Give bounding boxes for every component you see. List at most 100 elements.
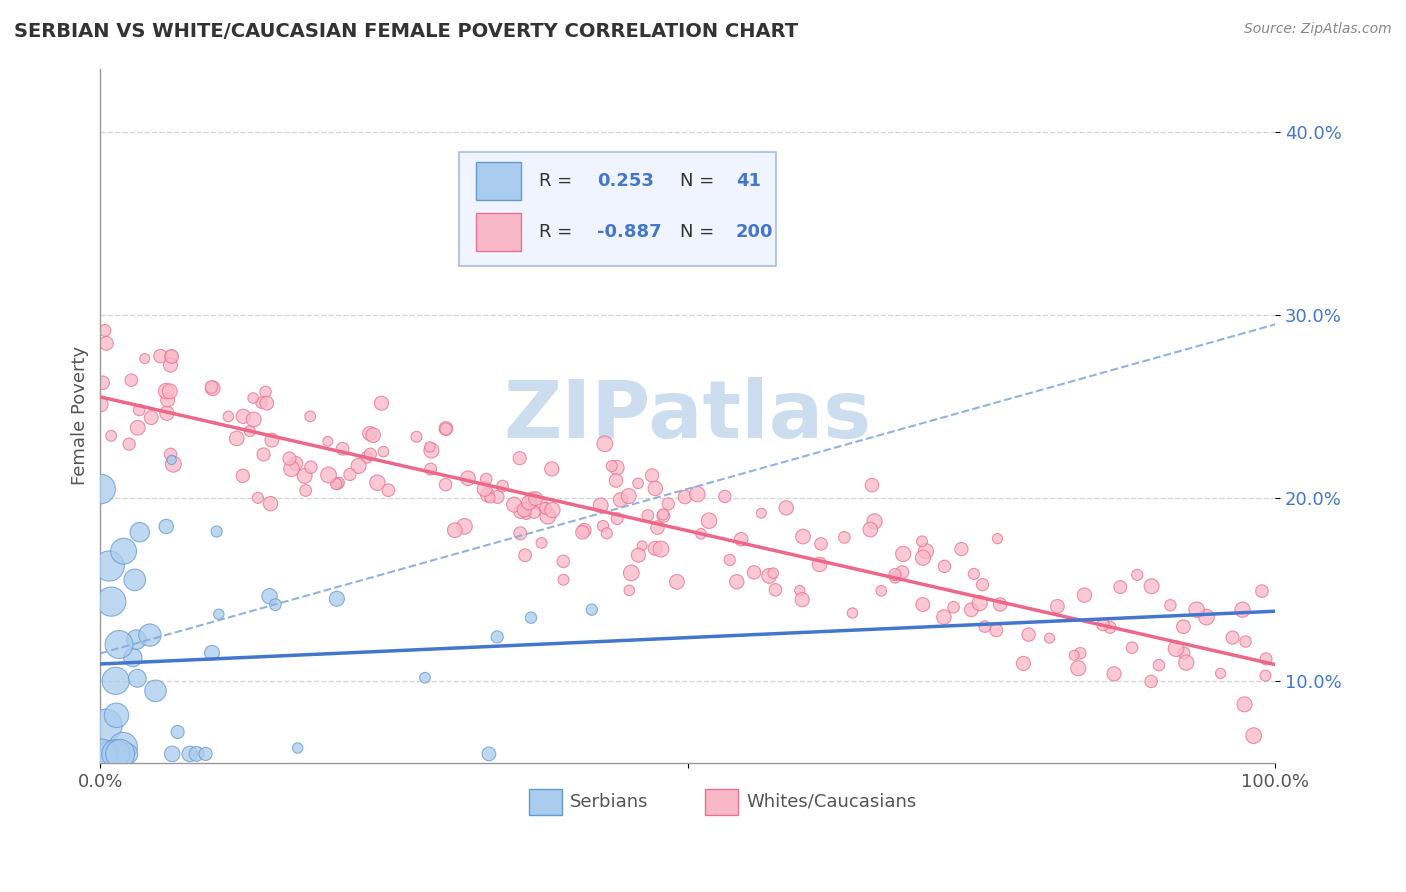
Point	[252, 447, 274, 461]
Point	[457, 471, 479, 485]
Point	[242, 391, 264, 405]
Point	[1254, 652, 1277, 666]
Point	[373, 444, 395, 458]
Point	[686, 487, 709, 501]
Text: 200: 200	[735, 223, 773, 241]
Text: ZIPatlas: ZIPatlas	[503, 376, 872, 455]
Point	[475, 472, 498, 486]
Point	[911, 534, 934, 549]
Point	[232, 409, 254, 424]
Point	[370, 396, 392, 410]
Point	[631, 539, 654, 553]
Point	[1232, 602, 1254, 616]
Point	[419, 440, 441, 454]
Point	[299, 460, 322, 475]
Point	[160, 747, 183, 761]
Point	[810, 537, 832, 551]
Point	[1185, 602, 1208, 616]
Point	[159, 447, 181, 461]
Point	[287, 741, 309, 756]
Point	[652, 508, 675, 522]
Point	[762, 566, 785, 581]
Point	[1126, 567, 1149, 582]
Point	[1063, 648, 1085, 663]
Point	[523, 505, 546, 519]
Point	[105, 708, 128, 723]
Point	[120, 373, 142, 387]
Point	[284, 457, 307, 471]
Point	[149, 349, 172, 363]
Point	[366, 475, 388, 490]
Point	[1121, 640, 1143, 655]
Point	[517, 496, 540, 510]
Point	[742, 566, 765, 580]
Point	[477, 488, 499, 502]
Point	[100, 429, 122, 443]
Point	[162, 457, 184, 471]
Point	[339, 467, 361, 482]
Point	[264, 598, 287, 612]
Point	[606, 511, 628, 525]
Point	[730, 533, 752, 547]
Point	[911, 598, 934, 612]
Point	[725, 574, 748, 589]
Point	[160, 453, 183, 467]
Point	[571, 525, 593, 540]
Point	[318, 467, 340, 482]
Point	[326, 591, 349, 606]
Point	[988, 598, 1011, 612]
Point	[859, 523, 882, 537]
Point	[530, 536, 553, 550]
Point	[520, 610, 543, 624]
Point	[641, 468, 664, 483]
Text: Source: ZipAtlas.com: Source: ZipAtlas.com	[1244, 22, 1392, 37]
Point	[1140, 674, 1163, 689]
Point	[537, 509, 560, 524]
Point	[159, 358, 181, 372]
Point	[657, 497, 679, 511]
Point	[792, 530, 814, 544]
Point	[503, 498, 526, 512]
Point	[1173, 620, 1195, 634]
Text: Whites/Caucasians: Whites/Caucasians	[747, 793, 917, 811]
Point	[647, 520, 669, 534]
Point	[124, 573, 146, 587]
Point	[90, 747, 112, 761]
Point	[405, 430, 427, 444]
Point	[100, 594, 122, 608]
Point	[94, 323, 117, 337]
Point	[127, 421, 149, 435]
Point	[254, 384, 277, 399]
Point	[950, 542, 973, 557]
Point	[256, 396, 278, 410]
Point	[201, 646, 224, 660]
Point	[605, 474, 627, 488]
Point	[911, 550, 934, 565]
Point	[486, 490, 509, 504]
Point	[1099, 620, 1122, 634]
Text: N =: N =	[679, 172, 720, 190]
Point	[834, 530, 856, 544]
Point	[650, 542, 672, 557]
Point	[714, 490, 737, 504]
Point	[160, 350, 183, 364]
Point	[1233, 698, 1256, 712]
Point	[644, 482, 666, 496]
Point	[474, 482, 496, 496]
Point	[108, 747, 131, 761]
Point	[200, 380, 222, 394]
Point	[232, 468, 254, 483]
Point	[134, 351, 156, 366]
Point	[1092, 617, 1115, 632]
Point	[115, 747, 138, 761]
Point	[434, 422, 457, 436]
Point	[606, 460, 628, 475]
Point	[128, 403, 150, 417]
Point	[294, 483, 316, 498]
Text: N =: N =	[679, 223, 720, 241]
Point	[620, 566, 643, 580]
Point	[1046, 599, 1069, 614]
Point	[884, 567, 907, 582]
Point	[361, 428, 384, 442]
Point	[593, 437, 616, 451]
